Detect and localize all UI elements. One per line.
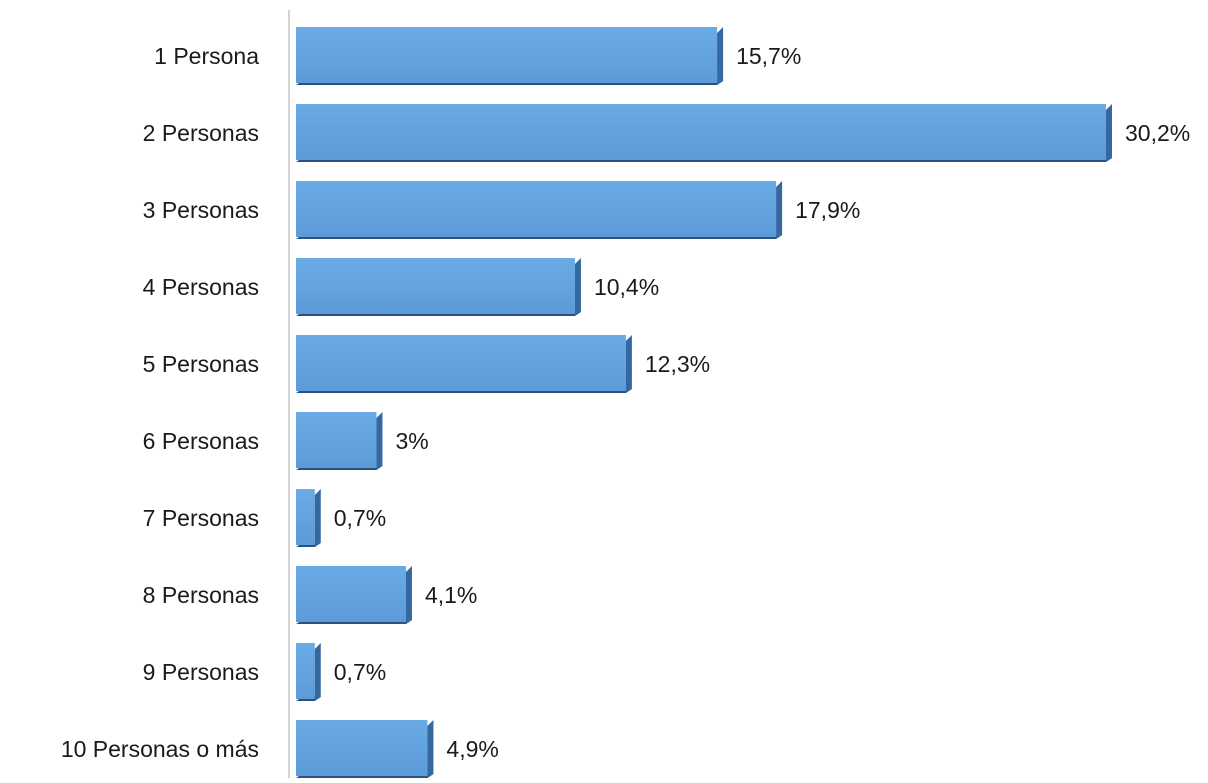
bar-9 bbox=[296, 643, 321, 701]
bar-8 bbox=[296, 566, 412, 624]
value-label: 0,7% bbox=[334, 505, 386, 531]
bar-7 bbox=[296, 489, 321, 547]
bar-side-face bbox=[625, 335, 632, 393]
bar-side-face bbox=[717, 27, 724, 85]
value-label: 10,4% bbox=[594, 274, 659, 300]
bar-side-face bbox=[427, 720, 434, 778]
bar-side-face bbox=[405, 566, 412, 624]
bar-front-face bbox=[296, 489, 315, 545]
bar-side-face bbox=[314, 489, 321, 547]
bar-front-face bbox=[296, 258, 575, 314]
value-label: 12,3% bbox=[645, 351, 710, 377]
bar-2 bbox=[296, 104, 1112, 162]
value-label: 15,7% bbox=[736, 43, 801, 69]
category-label: 5 Personas bbox=[143, 351, 259, 377]
bar-side-face bbox=[1106, 104, 1112, 162]
bars-group bbox=[296, 27, 1112, 778]
category-label: 1 Persona bbox=[154, 43, 259, 69]
category-label: 10 Personas o más bbox=[61, 736, 259, 762]
bar-front-face bbox=[296, 335, 626, 391]
bar-front-face bbox=[296, 104, 1106, 160]
bar-side-face bbox=[376, 412, 383, 470]
value-label: 4,1% bbox=[425, 582, 477, 608]
bar-1 bbox=[296, 27, 724, 85]
value-label: 17,9% bbox=[795, 197, 860, 223]
bar-10 bbox=[296, 720, 434, 778]
bar-front-face bbox=[296, 566, 406, 622]
category-labels: 1 Persona 2 Personas 3 Personas 4 Personas 5… bbox=[61, 43, 259, 762]
bar-4 bbox=[296, 258, 581, 316]
bar-front-face bbox=[296, 181, 777, 237]
value-label: 0,7% bbox=[334, 659, 386, 685]
category-label: 8 Personas bbox=[143, 582, 259, 608]
bar-front-face bbox=[296, 720, 428, 776]
bar-front-face bbox=[296, 27, 718, 83]
bar-front-face bbox=[296, 412, 377, 468]
bar-5 bbox=[296, 335, 632, 393]
bar-side-face bbox=[574, 258, 581, 316]
value-label: 3% bbox=[395, 428, 428, 454]
bar-side-face bbox=[776, 181, 783, 239]
value-label: 30,2% bbox=[1125, 120, 1190, 146]
category-label: 2 Personas bbox=[143, 120, 259, 146]
category-label: 3 Personas bbox=[143, 197, 259, 223]
category-label: 9 Personas bbox=[143, 659, 259, 685]
value-labels: 15,7% 30,2% 17,9% 10,4% 12,3% 3% 0,7% 4,1% 0,7% 4… bbox=[334, 43, 1190, 762]
bar-3 bbox=[296, 181, 783, 239]
bar-6 bbox=[296, 412, 383, 470]
bar-side-face bbox=[314, 643, 321, 701]
category-label: 6 Personas bbox=[143, 428, 259, 454]
bar-front-face bbox=[296, 643, 315, 699]
category-label: 7 Personas bbox=[143, 505, 259, 531]
value-label: 4,9% bbox=[446, 736, 498, 762]
category-label: 4 Personas bbox=[143, 274, 259, 300]
